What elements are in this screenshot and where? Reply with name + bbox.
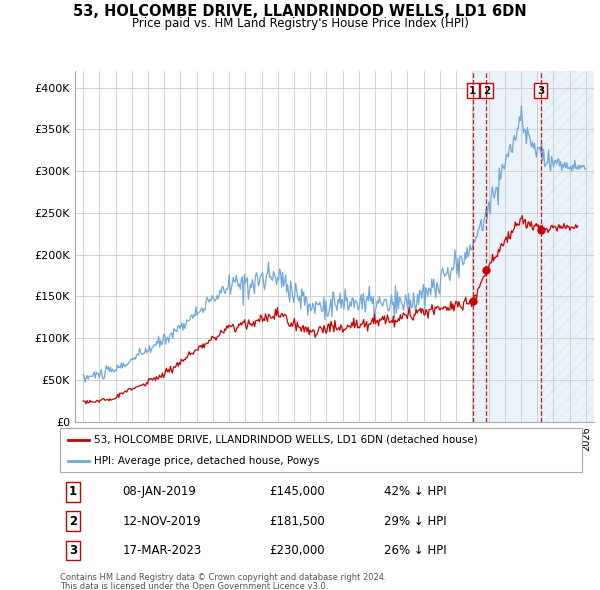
Text: 26% ↓ HPI: 26% ↓ HPI: [383, 544, 446, 557]
Text: 29% ↓ HPI: 29% ↓ HPI: [383, 514, 446, 527]
Text: 53, HOLCOMBE DRIVE, LLANDRINDOD WELLS, LD1 6DN (detached house): 53, HOLCOMBE DRIVE, LLANDRINDOD WELLS, L…: [94, 435, 478, 445]
Text: HPI: Average price, detached house, Powys: HPI: Average price, detached house, Powy…: [94, 456, 319, 466]
Text: 3: 3: [69, 544, 77, 557]
Text: 08-JAN-2019: 08-JAN-2019: [122, 486, 197, 499]
Text: 2: 2: [69, 514, 77, 527]
Text: 1: 1: [69, 486, 77, 499]
Text: 3: 3: [537, 86, 544, 96]
Text: 1: 1: [469, 86, 476, 96]
Text: 17-MAR-2023: 17-MAR-2023: [122, 544, 202, 557]
Bar: [541, 71, 594, 422]
Text: 12-NOV-2019: 12-NOV-2019: [122, 514, 201, 527]
Text: Price paid vs. HM Land Registry's House Price Index (HPI): Price paid vs. HM Land Registry's House …: [131, 17, 469, 30]
Bar: [473, 71, 541, 422]
Text: Contains HM Land Registry data © Crown copyright and database right 2024.: Contains HM Land Registry data © Crown c…: [60, 573, 386, 582]
Text: £181,500: £181,500: [269, 514, 325, 527]
Text: 53, HOLCOMBE DRIVE, LLANDRINDOD WELLS, LD1 6DN: 53, HOLCOMBE DRIVE, LLANDRINDOD WELLS, L…: [73, 4, 527, 19]
Text: £230,000: £230,000: [269, 544, 325, 557]
Text: 2: 2: [483, 86, 490, 96]
Text: £145,000: £145,000: [269, 486, 325, 499]
Text: This data is licensed under the Open Government Licence v3.0.: This data is licensed under the Open Gov…: [60, 582, 328, 590]
Text: 42% ↓ HPI: 42% ↓ HPI: [383, 486, 446, 499]
